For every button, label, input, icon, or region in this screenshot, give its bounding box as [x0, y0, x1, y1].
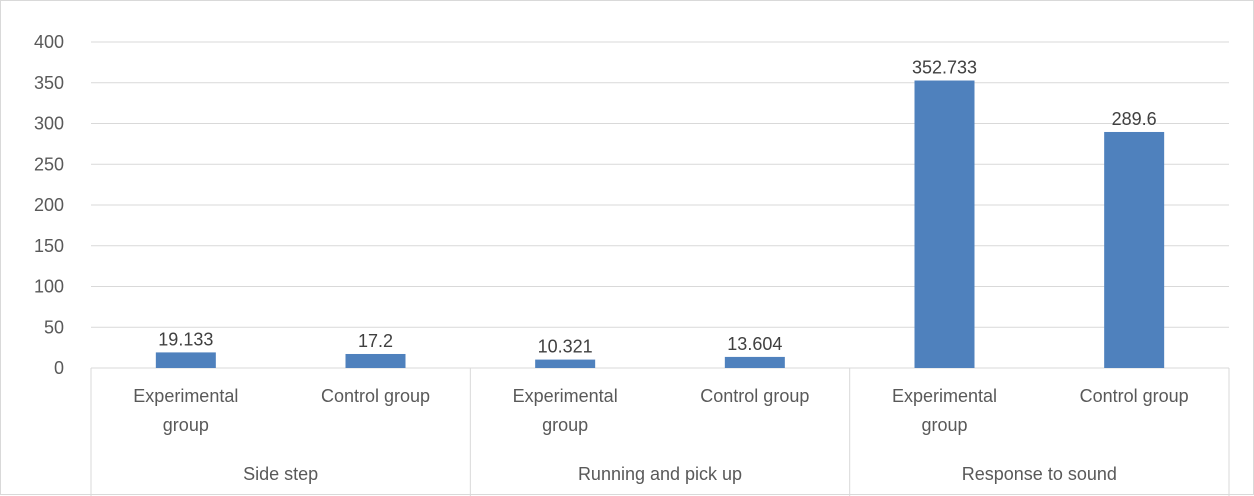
category-label: Control group: [1080, 386, 1189, 406]
group-label: Side step: [243, 464, 318, 484]
category-label-line: Experimental: [133, 386, 238, 406]
y-tick-label: 300: [34, 114, 64, 134]
category-label-line: group: [163, 415, 209, 435]
data-label: 13.604: [727, 334, 782, 354]
y-tick-label: 0: [54, 358, 64, 378]
group-label: Response to sound: [962, 464, 1117, 484]
category-label-line: Control group: [321, 386, 430, 406]
bar: [914, 80, 975, 368]
category-label: Experimental group: [133, 386, 238, 435]
category-label-line: Experimental: [892, 386, 997, 406]
bar: [724, 356, 785, 368]
x-axis-categories: Experimental group Control group Side step E…: [90, 368, 1230, 496]
category-label: Experimental group: [513, 386, 618, 435]
y-tick-label: 250: [34, 154, 64, 174]
category-label-line: Control group: [1080, 386, 1189, 406]
bars: [155, 80, 1165, 368]
data-label: 289.6: [1112, 109, 1157, 129]
category-label-line: group: [921, 415, 967, 435]
data-label: 10.321: [538, 337, 593, 357]
category-label: Control group: [321, 386, 430, 406]
data-label: 352.733: [912, 58, 977, 78]
data-label: 19.133: [158, 329, 213, 349]
category-label-line: group: [542, 415, 588, 435]
gridlines: [91, 41, 1229, 328]
y-tick-label: 350: [34, 73, 64, 93]
bar: [345, 353, 406, 368]
group-label: Running and pick up: [578, 464, 742, 484]
y-tick-label: 50: [44, 317, 64, 337]
data-labels: 19.133 17.2 10.321 13.604 352.733 289.6: [158, 58, 1156, 357]
category-label-line: Experimental: [513, 386, 618, 406]
bar: [155, 352, 216, 368]
bar: [1104, 131, 1165, 368]
data-label: 17.2: [358, 331, 393, 351]
category-label: Experimental group: [892, 386, 997, 435]
y-tick-label: 400: [34, 32, 64, 52]
category-label-line: Control group: [700, 386, 809, 406]
y-tick-label: 200: [34, 195, 64, 215]
category-label: Control group: [700, 386, 809, 406]
y-tick-label: 150: [34, 236, 64, 256]
bar: [535, 359, 596, 368]
y-axis: 0 50 100 150 200 250 300 350 400: [34, 32, 1229, 378]
y-tick-label: 100: [34, 277, 64, 297]
